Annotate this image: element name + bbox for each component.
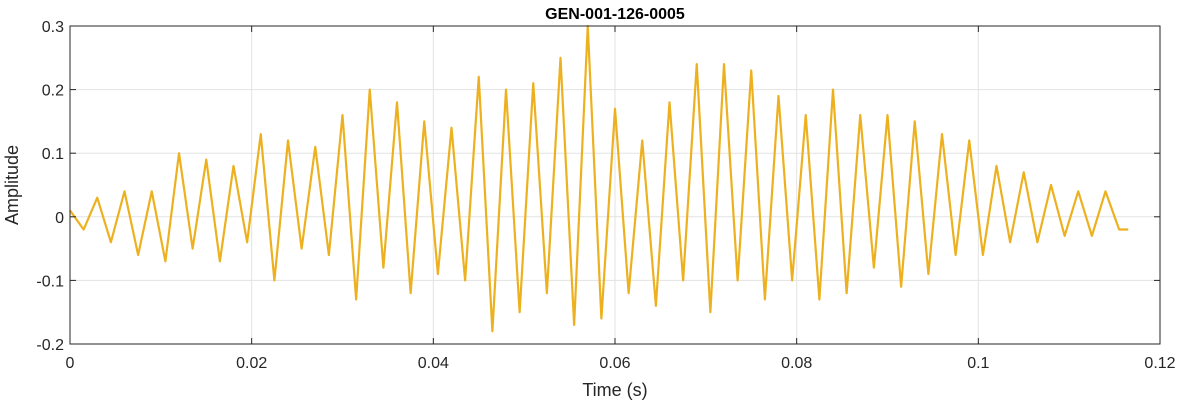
chart-title: GEN-001-126-0005	[545, 6, 685, 23]
x-tick-label: 0.1	[967, 355, 989, 372]
x-axis-title: Time (s)	[582, 380, 647, 400]
y-tick-label: 0	[55, 210, 64, 227]
y-tick-label: 0.2	[42, 83, 64, 100]
x-tick-label: 0.02	[236, 355, 267, 372]
y-tick-label: -0.1	[36, 273, 64, 290]
y-tick-label: 0.1	[42, 146, 64, 163]
y-axis: -0.2 -0.1 0 0.1 0.2 0.3	[36, 19, 1160, 354]
x-tick-label: 0.12	[1144, 355, 1175, 372]
y-tick-label: -0.2	[36, 337, 64, 354]
y-tick-label: 0.3	[42, 19, 64, 36]
series-line	[69, 24, 1129, 333]
x-tick-label: 0.08	[781, 355, 812, 372]
x-tick-label: 0.04	[418, 355, 449, 372]
x-tick-label: 0.06	[599, 355, 630, 372]
x-tick-label: 0	[66, 355, 75, 372]
y-axis-title: Amplitude	[2, 145, 22, 225]
x-axis: 0 0.02 0.04 0.06 0.08 0.1 0.12	[66, 26, 1176, 372]
